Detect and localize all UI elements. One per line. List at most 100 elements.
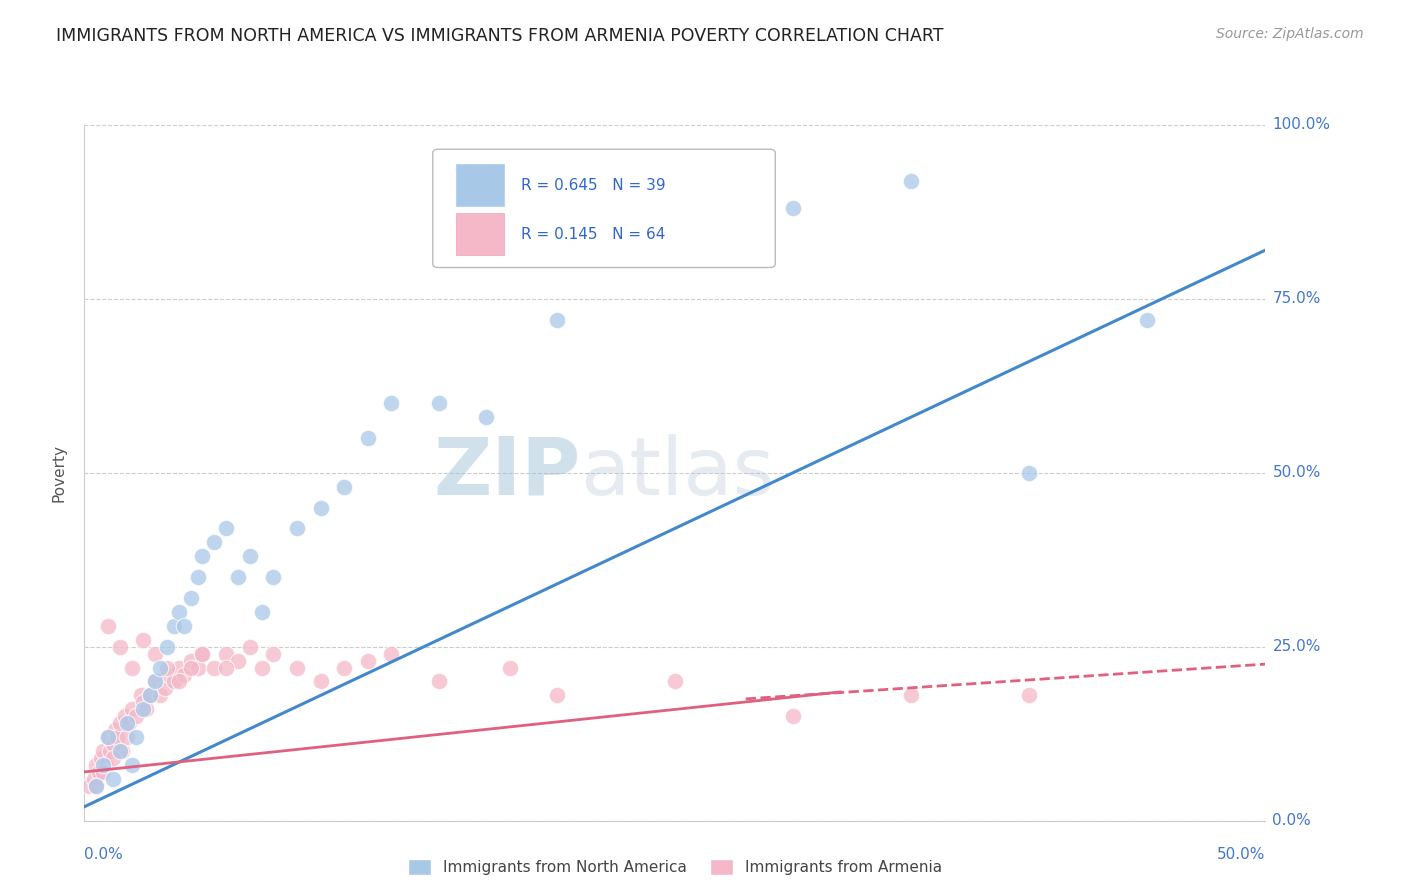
Point [664, 674, 686, 689]
Text: 50.0%: 50.0% [1272, 466, 1320, 480]
Point [167, 605, 190, 619]
Point [121, 758, 143, 772]
Point [94, 758, 117, 772]
Point [121, 702, 143, 716]
Point [101, 751, 124, 765]
Point [149, 660, 172, 674]
Point [900, 689, 922, 703]
Point [139, 689, 162, 703]
Text: R = 0.645   N = 39: R = 0.645 N = 39 [522, 178, 666, 193]
Point [380, 396, 402, 410]
Point [132, 702, 155, 716]
Text: Source: ZipAtlas.com: Source: ZipAtlas.com [1216, 27, 1364, 41]
Text: 75.0%: 75.0% [1272, 292, 1320, 306]
Point [226, 570, 249, 584]
Point [546, 222, 568, 236]
Point [546, 312, 568, 326]
Point [101, 737, 124, 751]
Point [333, 480, 356, 494]
Text: IMMIGRANTS FROM NORTH AMERICA VS IMMIGRANTS FROM ARMENIA POVERTY CORRELATION CHA: IMMIGRANTS FROM NORTH AMERICA VS IMMIGRA… [56, 27, 943, 45]
Point [664, 243, 686, 257]
Point [427, 674, 450, 689]
Point [380, 647, 402, 661]
Point [149, 689, 172, 703]
Point [782, 202, 804, 216]
Point [333, 660, 356, 674]
Text: 0.0%: 0.0% [84, 847, 124, 863]
Point [357, 431, 380, 445]
Legend: Immigrants from North America, Immigrants from Armenia: Immigrants from North America, Immigrant… [401, 851, 949, 882]
Point [115, 716, 138, 731]
Point [91, 744, 114, 758]
Point [191, 549, 214, 564]
Point [143, 674, 166, 689]
Point [239, 549, 262, 564]
Point [309, 674, 332, 689]
Point [97, 730, 120, 744]
Point [91, 764, 114, 779]
Point [153, 681, 176, 696]
Point [115, 730, 138, 744]
Point [1018, 689, 1040, 703]
Point [108, 744, 131, 758]
Point [157, 667, 180, 681]
Point [187, 570, 209, 584]
Text: atlas: atlas [581, 434, 775, 512]
Point [167, 674, 190, 689]
Point [475, 410, 498, 425]
Point [125, 730, 148, 744]
Bar [457, 213, 503, 255]
Point [285, 521, 308, 535]
Point [114, 709, 136, 723]
Point [357, 654, 380, 668]
Point [111, 744, 134, 758]
Point [191, 647, 214, 661]
Point [202, 660, 225, 674]
Text: 50.0%: 50.0% [1218, 847, 1265, 863]
Point [285, 660, 308, 674]
Point [173, 619, 195, 633]
Point [97, 730, 120, 744]
Text: R = 0.145   N = 64: R = 0.145 N = 64 [522, 227, 665, 242]
Point [187, 660, 209, 674]
Point [132, 695, 155, 709]
Point [156, 640, 179, 654]
Point [215, 660, 238, 674]
Point [129, 689, 152, 703]
Point [262, 647, 284, 661]
Text: 25.0%: 25.0% [1272, 640, 1320, 654]
Y-axis label: Poverty: Poverty [51, 443, 66, 502]
Point [900, 173, 922, 187]
Point [91, 758, 114, 772]
Point [84, 779, 107, 793]
Point [84, 758, 107, 772]
Text: 0.0%: 0.0% [1272, 814, 1312, 828]
Point [83, 772, 105, 786]
Point [309, 500, 332, 515]
Point [191, 647, 214, 661]
Point [167, 660, 190, 674]
Point [427, 396, 450, 410]
Point [118, 716, 141, 731]
FancyBboxPatch shape [433, 149, 775, 268]
Point [262, 570, 284, 584]
Point [546, 689, 568, 703]
Bar [457, 164, 503, 206]
Point [782, 709, 804, 723]
Point [226, 654, 249, 668]
Point [163, 674, 186, 689]
Point [121, 660, 143, 674]
Point [98, 744, 121, 758]
Point [180, 591, 202, 605]
Point [125, 709, 148, 723]
Point [1018, 466, 1040, 480]
Point [84, 779, 107, 793]
Point [163, 619, 186, 633]
Point [173, 667, 195, 681]
Point [1136, 312, 1159, 326]
Point [180, 654, 202, 668]
Point [143, 674, 166, 689]
Point [250, 605, 273, 619]
Point [139, 689, 162, 703]
Point [143, 647, 166, 661]
